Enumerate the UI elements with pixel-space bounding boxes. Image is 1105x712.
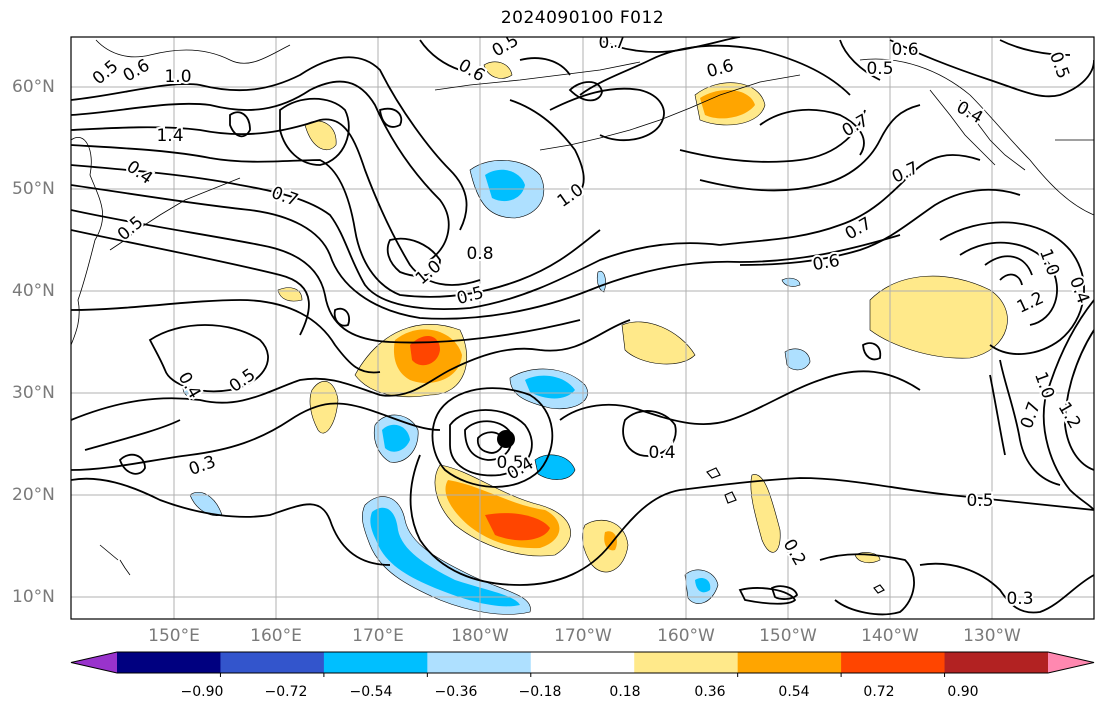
islands bbox=[706, 467, 885, 594]
colorbar-bin bbox=[427, 652, 532, 673]
colorbar-bin bbox=[634, 652, 739, 673]
lat-label-60n: 60°N bbox=[12, 77, 55, 97]
colorbar-outline bbox=[70, 651, 1095, 674]
colorbar-bin bbox=[737, 652, 842, 673]
contour-label: 0.7 bbox=[889, 158, 922, 188]
map-title: 2024090100 F012 bbox=[500, 8, 665, 28]
colorbar-bin bbox=[117, 652, 221, 673]
contour-label: 0.8 bbox=[466, 244, 493, 264]
contour-label: 0.4 bbox=[174, 369, 205, 402]
contour-label: 0.5 bbox=[496, 453, 523, 473]
lon-label-180w: 180°W bbox=[451, 626, 509, 646]
shade-positive bbox=[700, 89, 755, 119]
colorbar-tick: −0.90 bbox=[180, 684, 224, 700]
lat-label-40n: 40°N bbox=[12, 281, 55, 301]
map-area: 0.50.6 1.01.40.40.70.50.60.70.50.6 0.50.40… bbox=[71, 30, 1094, 619]
lat-label-50n: 50°N bbox=[12, 179, 55, 199]
shade-negative bbox=[485, 169, 525, 202]
contour-label: 0.7 bbox=[1017, 399, 1045, 431]
lat-label-30n: 30°N bbox=[12, 383, 55, 403]
contour-label: 1.0 bbox=[1035, 246, 1063, 278]
contour-label: 0.3 bbox=[1006, 589, 1033, 609]
contour-label: 0.4 bbox=[953, 97, 986, 128]
lat-label-20n: 20°N bbox=[12, 485, 55, 505]
shade-negative bbox=[695, 578, 711, 593]
lon-label-140w: 140°W bbox=[861, 626, 919, 646]
contour-label: 0.6 bbox=[120, 55, 153, 86]
contour-label: 0.5 bbox=[226, 365, 260, 397]
contour-label: 1.0 bbox=[164, 67, 191, 87]
shade-positive bbox=[304, 120, 337, 150]
contour-label: 0.7 bbox=[842, 213, 875, 244]
shade-positive bbox=[483, 61, 513, 79]
shade-negative bbox=[370, 507, 520, 607]
colorbar-bin bbox=[220, 652, 325, 673]
colorbar-extend-min bbox=[71, 652, 117, 673]
colorbar-bin bbox=[323, 652, 428, 673]
lat-label-10n: 10°N bbox=[12, 587, 55, 607]
lon-label-160w: 160°W bbox=[657, 626, 715, 646]
shade-negative bbox=[784, 348, 811, 371]
shade-positive bbox=[277, 287, 303, 302]
lon-label-170e: 170°E bbox=[352, 626, 404, 646]
colorbar-bin bbox=[530, 652, 635, 673]
contour-label: 1.2 bbox=[1014, 288, 1047, 318]
contour-label: 0.6 bbox=[811, 251, 841, 275]
map-frame bbox=[70, 36, 1095, 620]
colorbar bbox=[70, 651, 1095, 677]
contour-label: 0.5 bbox=[866, 59, 893, 79]
colorbar-tick: −0.54 bbox=[349, 684, 393, 700]
shade-positive bbox=[621, 321, 696, 365]
contour-label: 0.4 bbox=[123, 157, 157, 189]
shade-negative bbox=[781, 277, 801, 287]
shade-positive bbox=[604, 531, 617, 551]
contour-label: 0.5 bbox=[1045, 49, 1073, 81]
contour-label: 0.7 bbox=[839, 110, 872, 141]
shade-positive bbox=[485, 513, 550, 541]
lon-label-150w: 150°W bbox=[759, 626, 817, 646]
colorbar-tick: −0.72 bbox=[264, 684, 308, 700]
contour-label: 0.5 bbox=[489, 30, 522, 61]
colorbar-tick: 0.90 bbox=[947, 684, 979, 700]
lon-label-160e: 160°E bbox=[250, 626, 302, 646]
contour-label: 0.4 bbox=[1065, 274, 1093, 306]
shading-layer bbox=[182, 61, 1008, 615]
shade-negative bbox=[596, 270, 606, 293]
contour-label: 1.2 bbox=[1054, 399, 1085, 432]
cyclone-center-marker bbox=[497, 430, 515, 448]
shade-positive bbox=[869, 275, 1008, 359]
colorbar-extend-max bbox=[1048, 652, 1094, 673]
colorbar-bin bbox=[944, 652, 1049, 673]
contour-label: 0.7 bbox=[269, 183, 301, 211]
contour-label: 0.5 bbox=[89, 56, 123, 89]
colorbar-tick: 0.72 bbox=[863, 684, 895, 700]
contour-lines bbox=[71, 37, 1094, 616]
colorbar-tick: 0.54 bbox=[778, 684, 810, 700]
lon-label-170w: 170°W bbox=[554, 626, 612, 646]
lon-label-150e: 150°E bbox=[148, 626, 200, 646]
contour-label: 1.4 bbox=[156, 126, 183, 146]
shade-negative bbox=[361, 496, 531, 615]
coastlines bbox=[71, 39, 1094, 576]
shade-negative bbox=[534, 454, 576, 480]
contour-label: 0.6 bbox=[891, 40, 918, 60]
contour-label: 0.6 bbox=[455, 55, 488, 86]
lon-label-130w: 130°W bbox=[963, 626, 1021, 646]
contour-label: 0.4 bbox=[648, 443, 675, 463]
colorbar-tick: 0.18 bbox=[609, 684, 641, 700]
contour-label: 0.2 bbox=[779, 536, 810, 569]
colorbar-tick: −0.18 bbox=[518, 684, 562, 700]
shade-positive bbox=[750, 474, 781, 553]
contour-label: 0.6 bbox=[705, 56, 736, 82]
graticule bbox=[71, 37, 1094, 619]
colorbar-tick: 0.36 bbox=[694, 684, 726, 700]
colorbar-bin bbox=[841, 652, 946, 673]
contour-label: 0.7 bbox=[598, 33, 625, 53]
contour-label: 0.3 bbox=[186, 452, 218, 480]
contour-label: 0.5 bbox=[966, 491, 993, 511]
colorbar-tick: −0.36 bbox=[434, 684, 478, 700]
shade-negative bbox=[382, 424, 410, 452]
